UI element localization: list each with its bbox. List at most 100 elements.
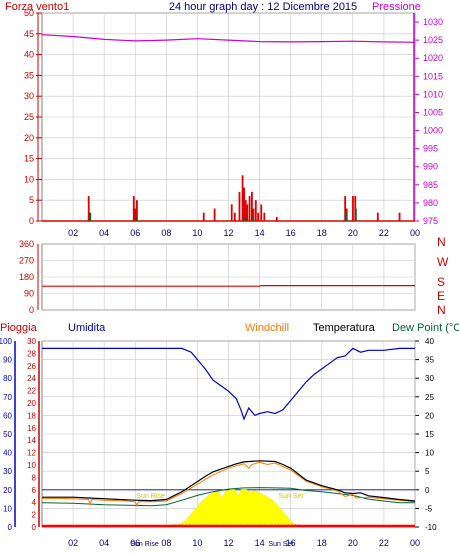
- humidity-tick-label: 100: [0, 337, 13, 346]
- bottom-x-tick-label: 00: [410, 538, 420, 548]
- wind-gust-bar: [243, 187, 246, 221]
- pressure-tick-label: 1010: [423, 89, 443, 99]
- top-x-tick-label: 10: [192, 228, 202, 238]
- wind-tick-label: 0: [29, 216, 34, 226]
- windchill-line: [42, 461, 416, 507]
- rain-tick-label: 22: [27, 387, 36, 396]
- wind-gust-bar: [132, 196, 135, 221]
- wind-gust-bar: [248, 196, 251, 221]
- chart-title: 24 hour graph day : 12 Dicembre 2015: [169, 1, 357, 13]
- wind-gust-bar: [398, 212, 401, 221]
- pressure-line: [41, 34, 416, 43]
- temperature-tick-label: 0: [425, 486, 430, 495]
- sun-set-label: Sun Set: [278, 493, 303, 500]
- bottom-x-tick-label: 20: [348, 538, 358, 548]
- pressure-tick-label: 1020: [423, 53, 443, 63]
- compass-label-w: W: [437, 255, 449, 269]
- wind-gust-bar: [263, 212, 266, 221]
- wind-gust-bar: [134, 208, 137, 221]
- humidity-line: [42, 347, 415, 421]
- temperature-tick-label: -5: [425, 504, 433, 513]
- humidity-tick-label: 40: [3, 449, 12, 458]
- rain-tick-label: 8: [32, 473, 37, 482]
- wind-tick-label: 10: [24, 174, 34, 184]
- top-x-tick-label: 20: [348, 228, 358, 238]
- bottom-x-tick-label: 10: [192, 538, 202, 548]
- wind-gust-bar: [202, 212, 205, 221]
- top-x-tick-label: 04: [99, 228, 109, 238]
- temperature-tick-label: 30: [425, 374, 434, 383]
- direction-tick-label: 360: [19, 239, 34, 249]
- rain-tick-label: 6: [32, 486, 37, 495]
- humidity-tick-label: 20: [3, 486, 12, 495]
- wind-tick-label: 20: [24, 133, 34, 143]
- temperature-tick-label: 20: [425, 411, 434, 420]
- pressure-tick-label: 975: [423, 216, 438, 226]
- compass-label-e: E: [437, 289, 445, 303]
- wind-average-bar: [243, 216, 245, 221]
- wind-gust-bar: [376, 212, 379, 221]
- wind-gust-bar: [238, 191, 241, 221]
- rain-tick-label: 26: [27, 362, 36, 371]
- temperature-tick-label: -10: [425, 523, 437, 532]
- wind-gust-bar: [244, 200, 247, 221]
- wind-tick-label: 25: [24, 112, 34, 122]
- rain-tick-label: 12: [27, 449, 36, 458]
- top-x-tick-label: 12: [223, 228, 233, 238]
- bottom-x-tick-label: 02: [68, 538, 78, 548]
- bottom-x-tick-label: 04: [99, 538, 109, 548]
- rain-tick-label: 20: [27, 399, 36, 408]
- humidity-tick-label: 0: [8, 523, 13, 532]
- wind-gust-bar: [344, 196, 347, 221]
- pressure-tick-label: 1025: [423, 35, 443, 45]
- wind-tick-label: 40: [24, 50, 34, 60]
- bottom-x-tick-label: 08: [161, 538, 171, 548]
- wind-gust-bar: [254, 200, 257, 221]
- wind-gust-bar: [241, 175, 244, 221]
- bottom-x-tick-label: 12: [223, 538, 233, 548]
- wind-gust-bar: [352, 196, 354, 221]
- humidity-tick-label: 90: [3, 356, 12, 365]
- wind-gust-bar: [257, 212, 260, 221]
- pressure-legend-label: Pressione: [372, 1, 421, 13]
- sun-set-axis-label: Sun Set: [268, 541, 293, 548]
- top-x-tick-label: 00: [410, 228, 420, 238]
- top-x-tick-label: 14: [255, 228, 265, 238]
- temperature-line: [42, 460, 416, 502]
- top-x-tick-label: 06: [130, 228, 140, 238]
- wind-average-bar: [136, 216, 138, 221]
- bottom-x-tick-label: 22: [379, 538, 389, 548]
- wind-gust-bar: [354, 196, 357, 221]
- wind-gust-bar: [233, 212, 236, 221]
- solar-radiation-area: [166, 488, 301, 528]
- rain-tick-label: 16: [27, 424, 36, 433]
- rain-tick-label: 14: [27, 436, 36, 445]
- temperature-tick-label: 5: [425, 467, 430, 476]
- temperature-tick-label: 10: [425, 449, 434, 458]
- rain-tick-label: 4: [32, 498, 37, 507]
- compass-label-n: N: [437, 235, 446, 249]
- pressure-tick-label: 980: [423, 198, 438, 208]
- wind-tick-label: 45: [24, 29, 34, 39]
- wind-tick-label: 30: [24, 91, 34, 101]
- wind-tick-label: 5: [29, 195, 34, 205]
- wind-pressure-panel: 0510152025303540455097598098599099510001…: [24, 8, 443, 238]
- temperature-tick-label: 40: [425, 337, 434, 346]
- wind-legend-label: Forza vento1: [5, 1, 69, 13]
- humidity-legend-label: Umidita: [68, 322, 106, 334]
- direction-tick-label: 0: [29, 305, 34, 315]
- wind-gust-bar: [230, 204, 233, 221]
- temperature-tick-label: 35: [425, 356, 434, 365]
- bottom-x-tick-label: 18: [317, 538, 327, 548]
- wind-gust-bar: [246, 204, 249, 221]
- rain-tick-label: 10: [27, 461, 36, 470]
- sun-rise-axis-label: Sun Rise: [130, 541, 159, 548]
- windchill-legend-label: Windchill: [245, 322, 289, 334]
- wind-tick-label: 15: [24, 154, 34, 164]
- rain-tick-label: 18: [27, 411, 36, 420]
- top-x-tick-label: 08: [161, 228, 171, 238]
- temperature-humidity-panel: 0102030405060708090100024681012141618202…: [0, 337, 437, 548]
- rain-tick-label: 2: [32, 511, 37, 520]
